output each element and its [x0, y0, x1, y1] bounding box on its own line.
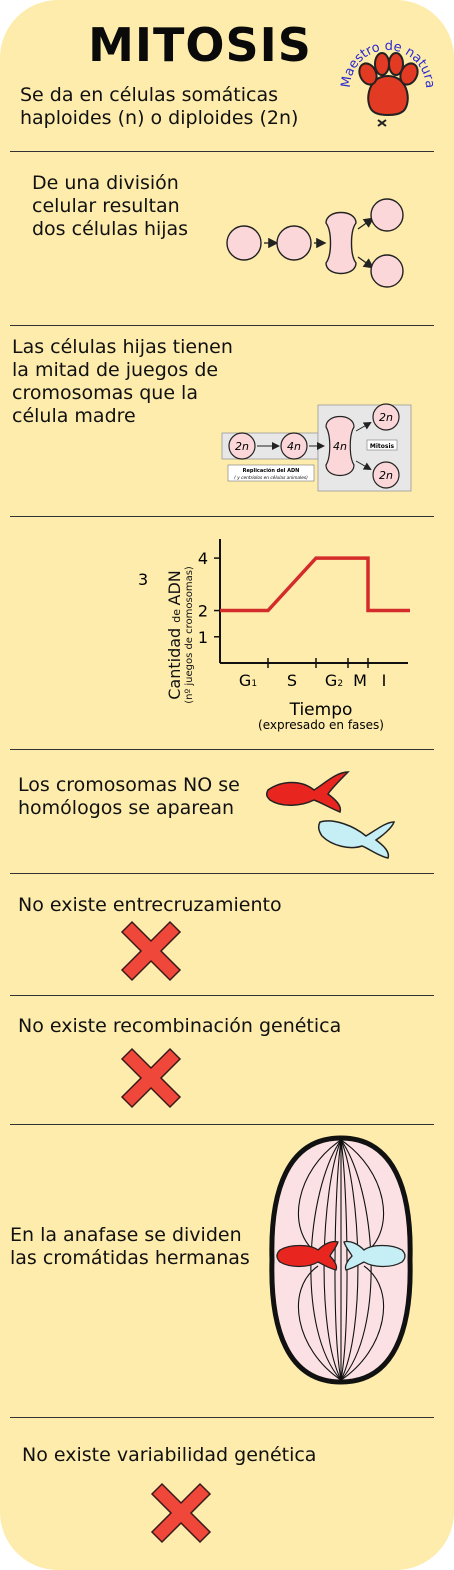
- divider: [10, 749, 434, 750]
- x-tick-label: M: [353, 671, 367, 690]
- divider: [10, 995, 434, 996]
- svg-text:4n: 4n: [287, 440, 301, 453]
- page-title: MITOSIS: [88, 18, 312, 72]
- y-tick-label: 2: [198, 602, 208, 621]
- y-axis-sublabel: (nº juegos de cromosomas): [184, 566, 195, 704]
- intro-text: Se da en células somáticas haploides (n)…: [20, 84, 299, 129]
- division-text: De una división celular resultan dos cél…: [32, 172, 189, 240]
- y-tick-label: 1: [198, 628, 208, 647]
- svg-text:2n: 2n: [379, 469, 393, 482]
- paw-icon: [358, 52, 419, 127]
- svg-text:Replicación del ADN: Replicación del ADN: [243, 467, 300, 474]
- divider: [10, 873, 434, 874]
- svg-text:2n: 2n: [379, 411, 393, 424]
- chromosome-sets-diagram: 2n 4n 4n 2n 2n Mitosis Replicación del A…: [221, 403, 412, 492]
- homologs-text: Los cromosomas NO se homólogos se aparea…: [18, 774, 240, 819]
- red-chromatid: [276, 1240, 339, 1271]
- divider: [10, 151, 434, 152]
- divider: [10, 1417, 434, 1418]
- homologous-chromosomes: [265, 771, 396, 859]
- cross-icon: [120, 1047, 182, 1109]
- cross-icon: [150, 1482, 212, 1544]
- dna-content-chart: 3 Cantidad de ADN (nº juegos de cromosom…: [138, 539, 410, 732]
- y-tick-label: 4: [198, 549, 208, 568]
- svg-text:( y centriolos en células anim: ( y centriolos en células animales): [234, 474, 308, 481]
- spindle-fiber: [340, 1265, 385, 1381]
- spindle-fiber: [340, 1139, 385, 1255]
- svg-text:2n: 2n: [235, 440, 249, 453]
- x-tick-label: S: [287, 671, 297, 690]
- spindle-fiber: [297, 1265, 342, 1381]
- cell-division-diagram: [226, 198, 404, 288]
- divider: [10, 325, 434, 326]
- half-chromosomes-text: Las células hijas tienen la mitad de jue…: [12, 336, 233, 427]
- spindle-fiber: [334, 1139, 342, 1381]
- svg-text:4n: 4n: [333, 440, 347, 453]
- cyan-chromatid: [343, 1240, 406, 1271]
- dna-series-line: [220, 556, 410, 613]
- x-tick-label: G1: [239, 671, 257, 690]
- x-axis-sublabel: (expresado en fases): [258, 718, 384, 732]
- x-tick-label: I: [382, 671, 387, 690]
- svg-text:Mitosis: Mitosis: [370, 443, 395, 450]
- no-crossover-text: No existe entrecruzamiento: [18, 894, 282, 916]
- no-recombination-text: No existe recombinación genética: [18, 1015, 342, 1037]
- logo: Maestro de naturales: [334, 25, 437, 127]
- svg-text:Cantidad de ADN: Cantidad de ADN: [165, 570, 184, 700]
- divider: [10, 516, 434, 517]
- y-axis-label: Cantidad de ADN: [165, 570, 184, 700]
- spindle-fiber: [297, 1139, 342, 1255]
- red-chromosome: [265, 771, 350, 813]
- spindle-fiber: [340, 1139, 348, 1381]
- anaphase-cell: [269, 1135, 413, 1385]
- x-tick-label: G2: [325, 671, 343, 690]
- cross-icon: [120, 920, 182, 982]
- no-variability-text: No existe variabilidad genética: [22, 1444, 317, 1466]
- stray-label: 3: [138, 570, 148, 589]
- anaphase-text: En la anafase se dividen las cromátidas …: [10, 1224, 250, 1269]
- cyan-chromosome: [317, 820, 396, 859]
- x-axis-label: Tiempo: [289, 700, 353, 720]
- divider: [10, 1124, 434, 1125]
